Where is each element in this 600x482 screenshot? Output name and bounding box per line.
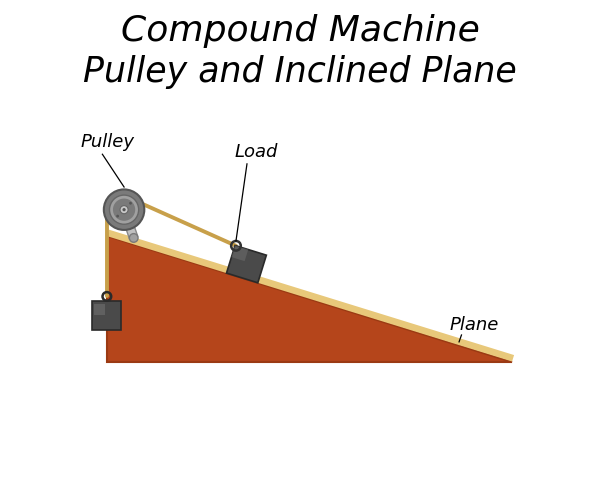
Circle shape <box>116 214 119 217</box>
Circle shape <box>113 199 135 221</box>
Text: Compound Machine: Compound Machine <box>121 14 479 48</box>
Polygon shape <box>232 245 248 261</box>
Text: Pulley: Pulley <box>80 133 134 151</box>
Circle shape <box>120 206 128 214</box>
FancyBboxPatch shape <box>94 304 106 315</box>
FancyBboxPatch shape <box>92 301 121 330</box>
Text: Plane: Plane <box>449 316 499 335</box>
Polygon shape <box>120 208 138 240</box>
Circle shape <box>104 189 145 230</box>
Text: Pulley and Inclined Plane: Pulley and Inclined Plane <box>83 55 517 89</box>
Text: Load: Load <box>235 143 278 161</box>
Polygon shape <box>107 230 514 362</box>
Circle shape <box>109 195 139 224</box>
Polygon shape <box>107 236 512 362</box>
Polygon shape <box>227 245 266 283</box>
Circle shape <box>129 202 132 205</box>
Circle shape <box>122 208 125 211</box>
Circle shape <box>130 234 138 242</box>
